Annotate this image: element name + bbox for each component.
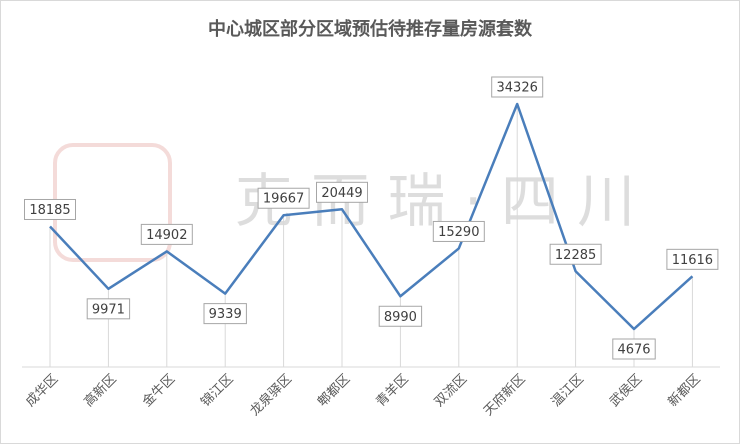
data-label: 20449 [321, 186, 362, 201]
data-label-box [316, 181, 368, 203]
data-label: 34326 [497, 81, 538, 96]
chart-title: 中心城区部分区域预估待推存量房源套数 [208, 18, 533, 40]
data-label: 9339 [209, 307, 242, 322]
data-label-box [378, 305, 423, 327]
data-label: 15290 [438, 225, 479, 240]
data-label: 18185 [29, 203, 70, 218]
data-label: 9971 [92, 302, 125, 317]
data-label-box [24, 198, 76, 220]
data-label: 11616 [672, 253, 713, 268]
data-label-box [86, 298, 131, 320]
line [49, 102, 694, 331]
data-label: 8990 [384, 310, 417, 325]
data-label: 19667 [263, 192, 304, 207]
data-label: 14902 [146, 228, 187, 243]
data-label-box [432, 220, 485, 242]
data-label: 12285 [555, 248, 596, 263]
data-label-box [257, 187, 310, 209]
data-label-box [549, 243, 602, 265]
data-label-box [140, 223, 193, 245]
data-label: 4676 [617, 343, 650, 358]
data-label-box [612, 338, 656, 360]
data-label-box [203, 303, 247, 325]
data-label-box [666, 248, 719, 270]
data-label-box [491, 76, 544, 98]
